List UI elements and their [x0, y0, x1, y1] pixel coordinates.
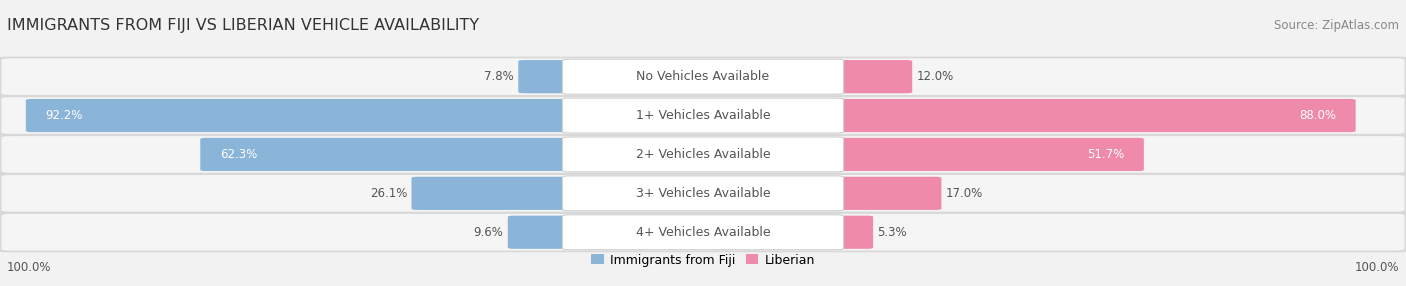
FancyBboxPatch shape	[0, 96, 1406, 136]
FancyBboxPatch shape	[831, 60, 912, 93]
Text: 4+ Vehicles Available: 4+ Vehicles Available	[636, 226, 770, 239]
FancyBboxPatch shape	[0, 212, 1406, 252]
Text: 9.6%: 9.6%	[474, 226, 503, 239]
FancyBboxPatch shape	[831, 99, 1355, 132]
FancyBboxPatch shape	[25, 99, 575, 132]
Text: 12.0%: 12.0%	[917, 70, 953, 83]
FancyBboxPatch shape	[412, 177, 575, 210]
FancyBboxPatch shape	[562, 215, 844, 250]
Text: No Vehicles Available: No Vehicles Available	[637, 70, 769, 83]
FancyBboxPatch shape	[1, 58, 1405, 95]
FancyBboxPatch shape	[508, 216, 575, 249]
FancyBboxPatch shape	[1, 97, 1405, 134]
Text: Source: ZipAtlas.com: Source: ZipAtlas.com	[1274, 19, 1399, 32]
FancyBboxPatch shape	[200, 138, 575, 171]
Text: 88.0%: 88.0%	[1299, 109, 1336, 122]
Text: 2+ Vehicles Available: 2+ Vehicles Available	[636, 148, 770, 161]
Text: 1+ Vehicles Available: 1+ Vehicles Available	[636, 109, 770, 122]
FancyBboxPatch shape	[562, 59, 844, 94]
Text: 62.3%: 62.3%	[219, 148, 257, 161]
FancyBboxPatch shape	[831, 138, 1144, 171]
Text: 17.0%: 17.0%	[946, 187, 983, 200]
Text: 51.7%: 51.7%	[1087, 148, 1125, 161]
FancyBboxPatch shape	[1, 136, 1405, 173]
Text: 26.1%: 26.1%	[370, 187, 408, 200]
FancyBboxPatch shape	[562, 176, 844, 211]
FancyBboxPatch shape	[831, 177, 942, 210]
FancyBboxPatch shape	[562, 98, 844, 133]
Text: 100.0%: 100.0%	[1354, 261, 1399, 274]
FancyBboxPatch shape	[0, 57, 1406, 97]
Text: 3+ Vehicles Available: 3+ Vehicles Available	[636, 187, 770, 200]
FancyBboxPatch shape	[1, 175, 1405, 212]
FancyBboxPatch shape	[831, 216, 873, 249]
Text: 100.0%: 100.0%	[7, 261, 52, 274]
Text: IMMIGRANTS FROM FIJI VS LIBERIAN VEHICLE AVAILABILITY: IMMIGRANTS FROM FIJI VS LIBERIAN VEHICLE…	[7, 18, 479, 33]
Text: 5.3%: 5.3%	[877, 226, 907, 239]
FancyBboxPatch shape	[1, 214, 1405, 251]
Text: 7.8%: 7.8%	[484, 70, 515, 83]
FancyBboxPatch shape	[0, 134, 1406, 174]
FancyBboxPatch shape	[519, 60, 575, 93]
FancyBboxPatch shape	[0, 173, 1406, 213]
Legend: Immigrants from Fiji, Liberian: Immigrants from Fiji, Liberian	[592, 254, 814, 267]
Text: 92.2%: 92.2%	[45, 109, 83, 122]
FancyBboxPatch shape	[562, 137, 844, 172]
